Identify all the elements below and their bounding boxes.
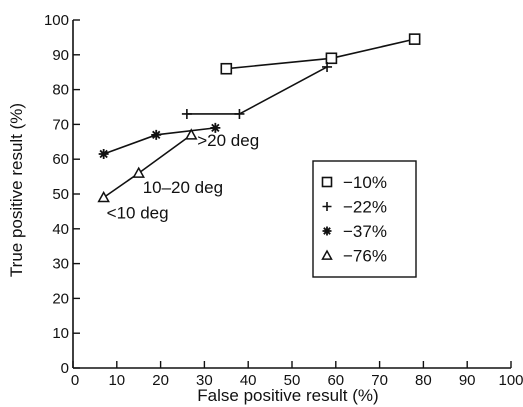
y-tick-label: 0: [61, 360, 69, 377]
series-square: [220, 33, 421, 75]
data-point-triangle: [321, 249, 333, 260]
data-point-square: [220, 62, 233, 75]
legend-label: −22%: [343, 198, 387, 217]
series-line: [226, 38, 415, 70]
y-tick-label: 10: [52, 325, 69, 342]
x-tick-label: 60: [327, 372, 344, 389]
data-point-plus: [234, 108, 245, 119]
chart-marks: [97, 33, 421, 203]
legend-label: −37%: [343, 222, 387, 241]
series-plus: [181, 61, 333, 119]
series-asterisk: [98, 122, 221, 159]
y-tick-label: 30: [52, 256, 69, 273]
legend-label: −10%: [343, 173, 387, 192]
data-point-asterisk: [322, 226, 332, 236]
legend-item: −10%: [321, 173, 387, 192]
x-tick-label: 70: [371, 372, 388, 389]
x-axis-title: False positive result (%): [197, 386, 378, 405]
series-triangle: [97, 128, 198, 203]
y-tick-label: 60: [52, 151, 69, 168]
x-tick-label: 100: [498, 372, 523, 389]
annotation-label: <10 deg: [107, 203, 169, 222]
y-tick-label: 100: [44, 12, 69, 29]
data-point-triangle: [184, 128, 198, 140]
data-point-triangle: [97, 190, 110, 203]
legend-item: −76%: [321, 247, 387, 266]
x-tick-label: 50: [284, 372, 301, 389]
data-point-plus: [322, 202, 332, 211]
legend-item: −37%: [322, 222, 387, 241]
y-tick-label: 20: [52, 290, 69, 307]
legend: −10% −22% −37% −76%: [312, 160, 417, 278]
data-point-plus: [322, 61, 333, 72]
y-tick-label: 90: [52, 47, 69, 64]
series-line: [186, 66, 328, 115]
y-tick-label: 70: [52, 116, 69, 133]
data-point-asterisk: [98, 148, 109, 159]
axes: 0 10 20 30 40 50 60 70 80 90 100 0 10 20 30 40 50 60 70 80 9…: [44, 12, 523, 389]
y-tick-label: 50: [52, 186, 69, 203]
y-axis-title: True positive result (%): [7, 103, 26, 277]
annotations: <10 deg 10–20 deg >20 deg: [107, 131, 260, 223]
legend-item: −22%: [322, 198, 387, 217]
data-point-triangle: [132, 166, 145, 178]
data-point-square: [321, 176, 333, 188]
x-tick-label: 10: [108, 372, 125, 389]
y-tick-label: 80: [52, 82, 69, 99]
data-point-square: [408, 33, 421, 45]
data-point-plus: [181, 108, 192, 119]
y-tick-label: 40: [52, 221, 69, 238]
x-tick-label: 40: [240, 372, 257, 389]
data-point-asterisk: [210, 122, 221, 133]
legend-label: −76%: [343, 247, 387, 266]
data-point-asterisk: [151, 129, 162, 140]
x-tick-label: 30: [196, 372, 213, 389]
annotation-label: >20 deg: [197, 131, 259, 150]
x-tick-label: 90: [459, 372, 476, 389]
x-tick-label: 80: [415, 372, 432, 389]
annotation-label: 10–20 deg: [143, 178, 223, 197]
x-tick-label: 20: [152, 372, 169, 389]
x-tick-label: 0: [71, 372, 79, 389]
data-point-square: [325, 52, 338, 65]
